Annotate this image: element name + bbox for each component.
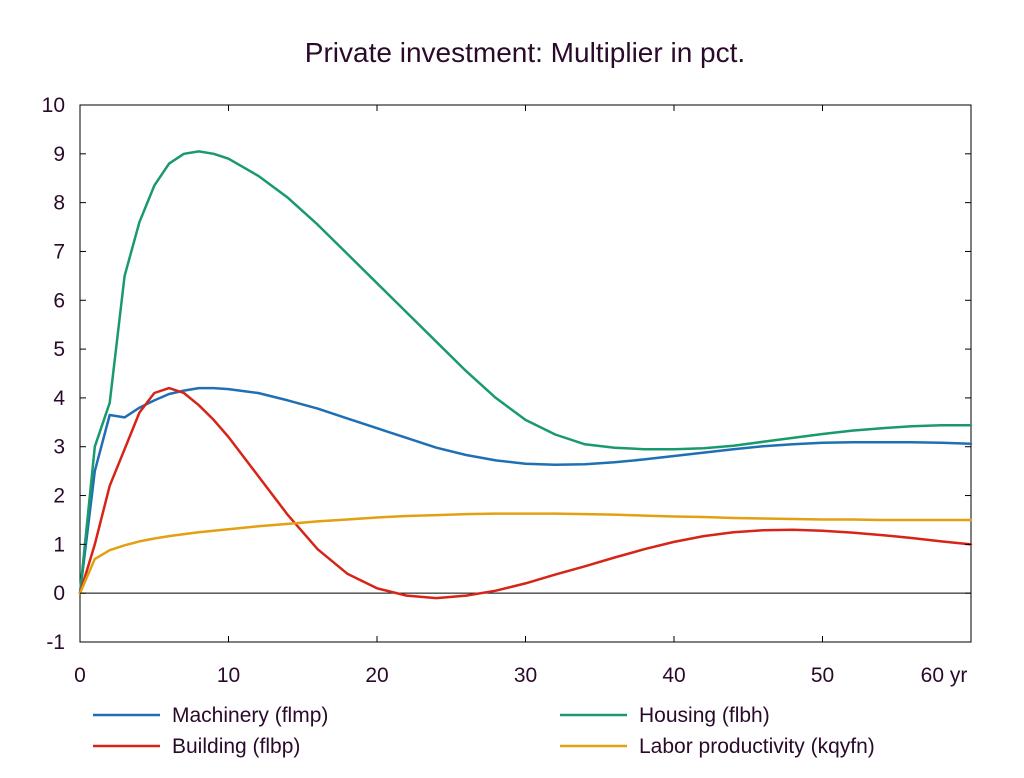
legend-label: Labor productivity (kqyfn) <box>639 735 875 758</box>
chart-title: Private investment: Multiplier in pct. <box>305 37 745 68</box>
legend-label: Building (flbp) <box>172 735 300 758</box>
y-axis-tick-labels: -1 0 1 2 3 4 5 6 7 8 9 10 <box>42 94 66 654</box>
y-tick-label: 4 <box>53 387 65 410</box>
plot-frame <box>79 104 972 643</box>
series-line-3 <box>78 386 973 600</box>
x-tick-label: 20 <box>365 664 388 687</box>
y-tick-label: 6 <box>53 289 65 312</box>
series-line-1 <box>78 386 973 595</box>
legend-label: Machinery (flmp) <box>172 704 328 727</box>
y-tick-label: 8 <box>53 192 65 215</box>
axis-ticks <box>79 104 972 643</box>
x-tick-label: 0 <box>74 664 86 687</box>
x-tick-label: 30 <box>514 664 537 687</box>
y-tick-label: 9 <box>53 143 65 166</box>
plot-border <box>79 104 972 643</box>
series-line-2 <box>78 150 973 595</box>
y-tick-label: 3 <box>53 436 65 459</box>
y-tick-label: 10 <box>42 94 65 117</box>
series-line-4 <box>78 512 973 595</box>
x-tick-label: 10 <box>217 664 240 687</box>
y-tick-label: -1 <box>46 631 65 654</box>
y-tick-label: 5 <box>53 338 65 361</box>
y-tick-label: 2 <box>53 485 65 508</box>
y-tick-label: 7 <box>53 240 65 263</box>
x-tick-label: 50 <box>811 664 834 687</box>
series-layer <box>78 150 973 600</box>
y-tick-label: 1 <box>53 533 65 556</box>
x-tick-label: 60 yr <box>921 664 968 687</box>
legend: Machinery (flmp) Building (flbp) Housing (… <box>93 704 875 758</box>
x-tick-label: 40 <box>662 664 685 687</box>
y-tick-label: 0 <box>53 582 65 605</box>
legend-label: Housing (flbh) <box>639 704 770 727</box>
x-axis-tick-labels: 0 10 20 30 40 50 60 yr <box>74 664 967 687</box>
